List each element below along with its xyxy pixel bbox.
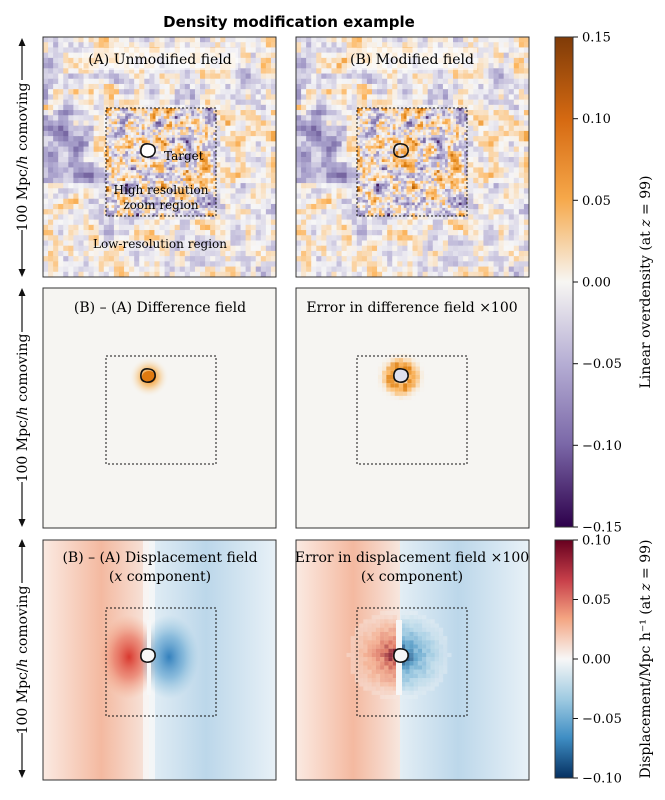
panel-unmodified: (A) Unmodified field Target High resolut…: [42, 36, 277, 278]
colorbar-tick-label: 0.05: [582, 194, 611, 209]
zoom-region-box: [105, 607, 217, 717]
colorbar-tick-label: 0.10: [582, 534, 611, 549]
colorbar-tick-label: −0.05: [582, 712, 622, 727]
colorbar-overdensity: 0.15 0.10 0.05 0.00 −0.05 −0.10 −0.15 Linear o…: [554, 31, 654, 536]
colorbar-displacement-label: Displacement/Mpc h⁻¹ (at z = 99): [638, 540, 654, 779]
panel-title-difference: (B) – (A) Difference field: [74, 300, 246, 316]
panel-title-modified: (B) Modified field: [350, 52, 474, 68]
colorbar-displacement: 0.10 0.05 0.00 −0.05 −0.10 Displacement/Mpc …: [554, 534, 654, 787]
annotation-lowres: Low-resolution region: [93, 237, 227, 251]
panel-title-displacement-error-line2: (x component): [361, 569, 463, 585]
colorbar-tick-label: 0.15: [582, 31, 611, 46]
panel-displacement: (B) – (A) Displacement field (x componen…: [42, 539, 277, 781]
annotation-zoom-line2: zoom region: [123, 198, 199, 212]
colorbar-tick-label: −0.15: [582, 521, 622, 536]
target-contour: [140, 143, 156, 158]
colorbar-tick-label: −0.10: [582, 772, 622, 787]
panel-title-unmodified: (A) Unmodified field: [88, 52, 232, 68]
target-contour: [140, 648, 156, 663]
row-scale-label-1: 100 Mpc/h comoving: [14, 38, 31, 277]
target-contour: [140, 368, 156, 383]
zoom-noise-modified: [357, 108, 468, 217]
colorbar-tick-label: 0.00: [582, 276, 611, 291]
panel-modified: (B) Modified field: [295, 36, 530, 278]
zoom-region-box: [356, 107, 468, 217]
panel-difference: (B) – (A) Difference field: [42, 287, 277, 529]
zoom-region-box: [356, 607, 468, 717]
colorbar-tick-label: 0.00: [582, 653, 611, 668]
colorbar-tick-label: 0.05: [582, 593, 611, 608]
colorbar-tick-label: −0.10: [582, 439, 622, 454]
target-contour: [393, 648, 409, 663]
annotation-target: Target: [164, 149, 204, 163]
annotation-zoom-line1: High resolution: [114, 183, 209, 197]
panel-title-displacement-line1: (B) – (A) Displacement field: [62, 550, 257, 566]
row-label-1: 100 Mpc/h comoving: [15, 83, 31, 232]
panel-difference-error: Error in difference field ×100: [295, 287, 530, 529]
colorbar-tick-label: −0.05: [582, 357, 622, 372]
panel-displacement-error: Error in displacement field ×100 (x comp…: [295, 539, 530, 781]
zoom-region-box: [105, 107, 217, 217]
panel-title-difference-error: Error in difference field ×100: [306, 300, 517, 316]
row-scale-label-2: 100 Mpc/h comoving: [14, 288, 31, 527]
colorbar-overdensity-label: Linear overdensity (at z = 99): [638, 176, 654, 389]
colorbar-displacement-ticks: 0.10 0.05 0.00 −0.05 −0.10: [573, 534, 622, 787]
colorbar-overdensity-ticks: 0.15 0.10 0.05 0.00 −0.05 −0.10 −0.15: [573, 31, 622, 536]
zoom-region-box: [105, 355, 217, 465]
row-label-2: 100 Mpc/h comoving: [15, 334, 31, 483]
panel-title-displacement-line2: (x component): [109, 569, 211, 585]
zoom-region-box: [356, 355, 468, 465]
figure-title: Density modification example: [163, 13, 415, 31]
panel-title-displacement-error-line1: Error in displacement field ×100: [295, 550, 529, 566]
target-contour: [393, 143, 409, 158]
row-label-3: 100 Mpc/h comoving: [15, 586, 31, 735]
error-pixels-displacement: [346, 610, 452, 700]
zoom-noise-unmodified: [106, 108, 217, 217]
colorbar-tick-label: 0.10: [582, 112, 611, 127]
row-scale-label-3: 100 Mpc/h comoving: [14, 539, 31, 778]
target-contour: [393, 368, 409, 383]
